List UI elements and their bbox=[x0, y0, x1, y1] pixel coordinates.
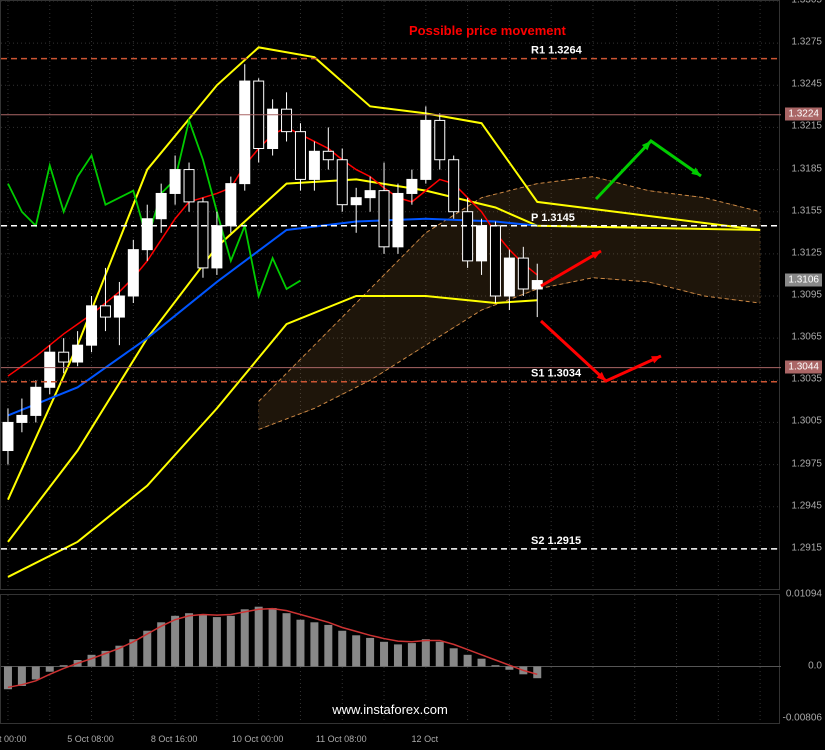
watermark-text: www.instaforex.com bbox=[332, 702, 448, 717]
sub-indicator-chart[interactable]: www.instaforex.com bbox=[0, 594, 780, 724]
y-tick-label: 1.3065 bbox=[791, 332, 822, 343]
y-tick-label: 1.3005 bbox=[791, 416, 822, 427]
main-price-chart[interactable]: R1 1.3264 P 1.3145 S1 1.3034 S2 1.2915 Poss… bbox=[0, 0, 780, 590]
x-tick-label: 11 Oct 08:00 bbox=[316, 734, 367, 744]
y-tick-label: 1.3245 bbox=[791, 79, 822, 90]
level-label: 1.3044 bbox=[785, 360, 822, 373]
current-price-label: 1.3106 bbox=[785, 273, 822, 286]
chart-title: Possible price movement bbox=[409, 23, 566, 38]
x-tick-label: Oct 00:00 bbox=[0, 734, 26, 744]
main-chart-svg: R1 1.3264 P 1.3145 S1 1.3034 S2 1.2915 bbox=[1, 1, 781, 591]
y-tick-label: 1.2945 bbox=[791, 500, 822, 511]
level-label: 1.3224 bbox=[785, 107, 822, 120]
y-tick-label: 1.3125 bbox=[791, 247, 822, 258]
svg-text:R1 1.3264: R1 1.3264 bbox=[531, 45, 583, 57]
y-tick-label: 1.2915 bbox=[791, 542, 822, 553]
x-tick-label: 10 Oct 00:00 bbox=[232, 734, 284, 744]
y-tick-label: 1.3185 bbox=[791, 163, 822, 174]
y-tick-label: 1.3095 bbox=[791, 290, 822, 301]
svg-text:P 1.3145: P 1.3145 bbox=[531, 212, 575, 224]
x-tick-label: 12 Oct bbox=[412, 734, 439, 744]
x-tick-label: 8 Oct 16:00 bbox=[151, 734, 198, 744]
x-axis: Oct 00:00 5 Oct 08:00 8 Oct 16:00 10 Oct 00… bbox=[0, 725, 780, 750]
y-tick-sub-label: 0.0 bbox=[808, 660, 822, 671]
y-tick-label: 1.3305 bbox=[791, 0, 822, 6]
svg-text:S2 1.2915: S2 1.2915 bbox=[531, 535, 581, 547]
svg-text:S1 1.3034: S1 1.3034 bbox=[531, 368, 582, 380]
chart-container: R1 1.3264 P 1.3145 S1 1.3034 S2 1.2915 Poss… bbox=[0, 0, 825, 750]
y-axis-main: 1.2915 1.2945 1.2975 1.3005 1.3035 1.3065 1.30… bbox=[780, 0, 825, 590]
x-tick-label: 5 Oct 08:00 bbox=[67, 734, 114, 744]
y-axis-sub: 0.010940.0-0.00806 bbox=[780, 594, 825, 724]
y-tick-label: 1.3275 bbox=[791, 37, 822, 48]
y-tick-label: 1.3035 bbox=[791, 374, 822, 385]
y-tick-label: 1.3215 bbox=[791, 121, 822, 132]
y-tick-sub-label: -0.00806 bbox=[783, 712, 822, 723]
y-tick-sub-label: 0.01094 bbox=[786, 589, 822, 600]
y-tick-label: 1.3155 bbox=[791, 205, 822, 216]
y-tick-label: 1.2975 bbox=[791, 458, 822, 469]
